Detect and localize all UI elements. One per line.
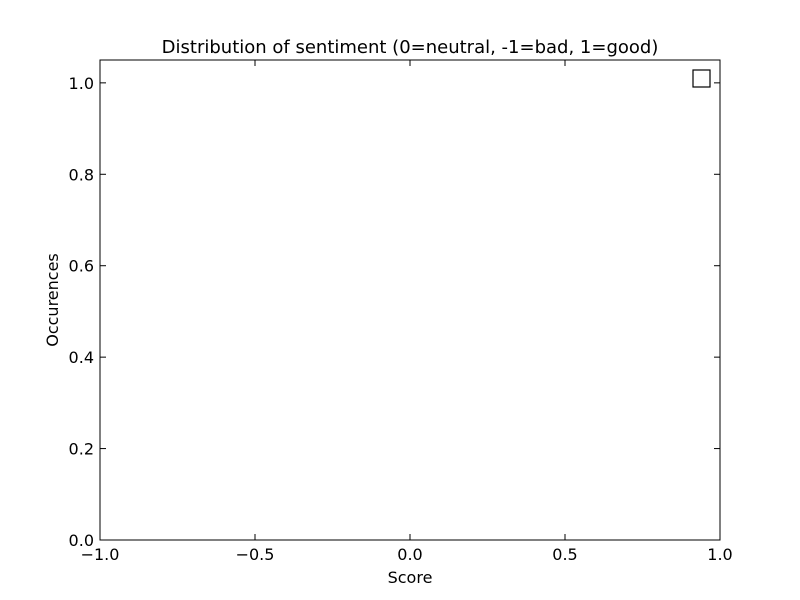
y-tick-label: 0.0 (69, 531, 94, 550)
x-axis-ticks: −1.0 −0.5 0.0 0.5 1.0 (81, 60, 733, 564)
x-tick-label: 0.5 (552, 545, 577, 564)
chart-title: Distribution of sentiment (0=neutral, -1… (162, 37, 659, 58)
legend (692, 69, 711, 88)
x-axis-label: Score (388, 568, 433, 587)
y-tick-label: 0.6 (69, 257, 94, 276)
x-tick-label: −1.0 (81, 545, 120, 564)
y-tick-label: 0.4 (69, 348, 94, 367)
legend-box (692, 69, 711, 88)
plot-area (100, 60, 720, 540)
y-axis-label: Occurences (43, 253, 62, 347)
x-tick-label: 0.0 (397, 545, 422, 564)
x-tick-label: −0.5 (236, 545, 275, 564)
y-tick-label: 1.0 (69, 74, 94, 93)
x-tick-label: 1.0 (707, 545, 732, 564)
y-tick-label: 0.2 (69, 440, 94, 459)
plot-frame (99, 59, 721, 541)
y-tick-label: 0.8 (69, 165, 94, 184)
